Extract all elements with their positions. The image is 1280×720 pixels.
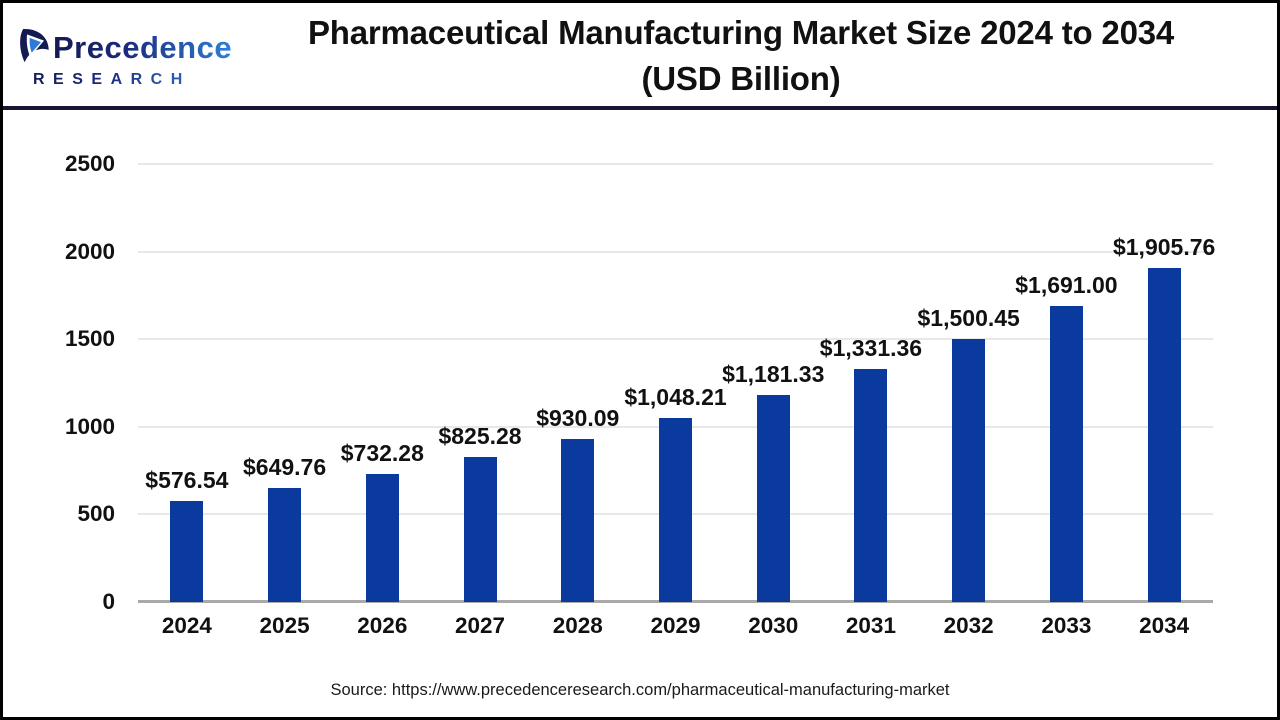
bar <box>658 418 692 602</box>
logo-wordmark: Precedence <box>53 30 233 65</box>
bar <box>1049 305 1083 602</box>
logo-research-text: RESEARCH <box>17 71 229 89</box>
bar-value-label: $1,691.00 <box>1015 271 1118 298</box>
bar-value-label: $1,331.36 <box>819 334 923 361</box>
gridline <box>138 163 1213 165</box>
bar-value-label: $1,500.45 <box>917 305 1020 332</box>
bar-value-label: $1,048.21 <box>624 384 727 411</box>
bar <box>952 339 986 602</box>
title-line-1: Pharmaceutical Manufacturing Market Size… <box>307 13 1175 51</box>
x-axis-label: 2034 <box>1139 613 1190 638</box>
bar-column: $1,500.45 <box>917 164 1020 602</box>
bar-value-label: $1,905.76 <box>1112 234 1216 261</box>
y-axis-label: 1500 <box>64 326 115 352</box>
bar-column: $649.76 <box>236 164 334 602</box>
bar-column: $1,181.33 <box>722 164 825 602</box>
bar-value-label: $649.76 <box>243 454 327 481</box>
bar <box>756 395 790 602</box>
x-axis-label: 2024 <box>161 613 212 638</box>
gridline <box>138 338 1213 341</box>
x-axis-label: 2030 <box>748 613 799 638</box>
precedence-logo: Precedence RESEARCH <box>17 23 233 89</box>
y-axis-label: 1000 <box>64 413 115 439</box>
gridline <box>138 250 1213 253</box>
bar <box>854 368 888 602</box>
bar-column: $1,691.00 <box>1015 164 1118 602</box>
x-axis-label: 2031 <box>845 613 896 638</box>
bar-column: $1,331.36 <box>819 164 923 602</box>
y-axis-label: 2000 <box>64 238 115 264</box>
bar-chart: 0 500 1000 1500 2000 2500 $576.54 $649.76 $732.… <box>3 110 1277 717</box>
x-axis-label: 2027 <box>455 613 506 638</box>
x-axis-label: 2029 <box>650 613 701 638</box>
x-axis-label: 2033 <box>1041 613 1092 638</box>
bar <box>561 439 595 602</box>
bar <box>463 457 497 602</box>
bar-value-label: $930.09 <box>536 405 620 431</box>
bar-column: $1,048.21 <box>624 164 727 602</box>
plot-area: $576.54 $649.76 $732.28 $825.28 $930.09 $1,04… <box>138 163 1216 603</box>
source-text: Source: https://www.precedenceresearch.c… <box>330 681 950 699</box>
x-axis-label: 2028 <box>552 613 603 638</box>
page-title: Pharmaceutical Manufacturing Market Size… <box>229 10 1259 101</box>
bar <box>170 501 204 602</box>
bar <box>268 488 302 602</box>
bar-value-label: $825.28 <box>438 423 522 450</box>
bar <box>1147 268 1181 602</box>
bar-value-label: $1,181.33 <box>722 361 825 387</box>
x-axis-label: 2032 <box>943 613 994 638</box>
x-axis: 2024 2025 2026 2027 2028 2029 2030 2031 2032 2033… <box>138 613 1213 647</box>
bar-column: $732.28 <box>333 164 431 602</box>
title-line-2: (USD Billion) <box>641 59 841 97</box>
bar-value-label: $732.28 <box>340 439 424 466</box>
bar-column: $576.54 <box>138 164 236 602</box>
precedence-leaf-icon <box>17 27 51 70</box>
y-axis-label: 2500 <box>64 151 115 176</box>
x-axis-label: 2025 <box>259 613 310 638</box>
y-axis-label: 0 <box>102 589 115 614</box>
header-divider <box>3 106 1277 110</box>
x-axis-label: 2026 <box>357 613 408 638</box>
bar <box>365 473 399 602</box>
bar-column: $930.09 <box>529 164 627 602</box>
bar-column: $825.28 <box>431 164 529 602</box>
y-axis: 0 500 1000 1500 2000 2500 <box>3 151 115 614</box>
y-axis-label: 500 <box>77 501 115 527</box>
header: Precedence RESEARCH Pharmaceutical Manuf… <box>3 3 1277 108</box>
bar-value-label: $576.54 <box>145 467 229 493</box>
bar-column: $1,905.76 <box>1112 164 1216 602</box>
